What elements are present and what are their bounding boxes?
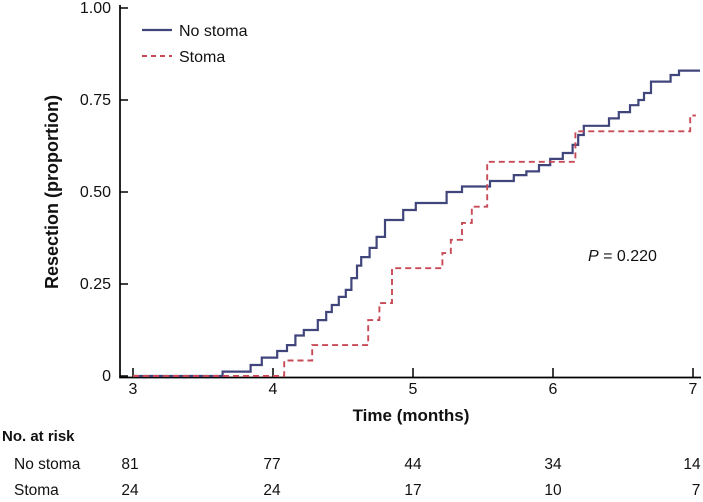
y-tick-label: 0.25 [80,276,111,293]
risk-value: 81 [121,456,138,473]
legend: No stoma Stoma [142,23,248,66]
x-tick-label: 3 [129,381,138,398]
stoma-curve [133,114,696,377]
y-tick-label: 0.50 [80,184,111,201]
p-value-symbol: P [588,248,599,265]
risk-value: 7 [692,482,701,499]
p-value-number: = 0.220 [599,248,657,265]
y-tick-label: 0.75 [80,92,111,109]
y-tick-label: 0 [102,368,111,385]
risk-value: 77 [263,456,280,473]
x-axis-title: Time (months) [353,406,470,425]
y-tick-label: 1.00 [80,0,111,17]
risk-table: No. at risk No stoma 81 77 44 34 14 Stom… [2,428,701,499]
risk-row-label-no-stoma: No stoma [14,456,81,473]
y-axis-title: Resection (proportion) [42,95,62,289]
risk-value: 24 [121,482,139,499]
x-tick-labels: 3 4 5 6 7 [129,381,698,398]
risk-row-label-stoma: Stoma [14,482,59,499]
risk-value: 34 [544,456,562,473]
risk-value: 24 [263,482,281,499]
y-axis-ticks [120,7,128,377]
risk-table-title: No. at risk [2,428,75,445]
risk-value: 44 [404,456,422,473]
x-tick-label: 4 [269,381,278,398]
risk-value: 10 [544,482,562,499]
legend-label-no-stoma: No stoma [179,23,248,40]
x-tick-label: 7 [689,381,698,398]
p-value-annotation: P = 0.220 [588,248,657,265]
x-tick-label: 5 [409,381,418,398]
legend-label-stoma: Stoma [179,49,225,66]
risk-value: 14 [683,456,701,473]
curves [133,69,700,378]
no-stoma-curve [133,69,700,378]
y-tick-labels: 0 0.25 0.50 0.75 1.00 [80,0,111,385]
x-tick-label: 6 [549,381,558,398]
risk-value: 17 [404,482,421,499]
